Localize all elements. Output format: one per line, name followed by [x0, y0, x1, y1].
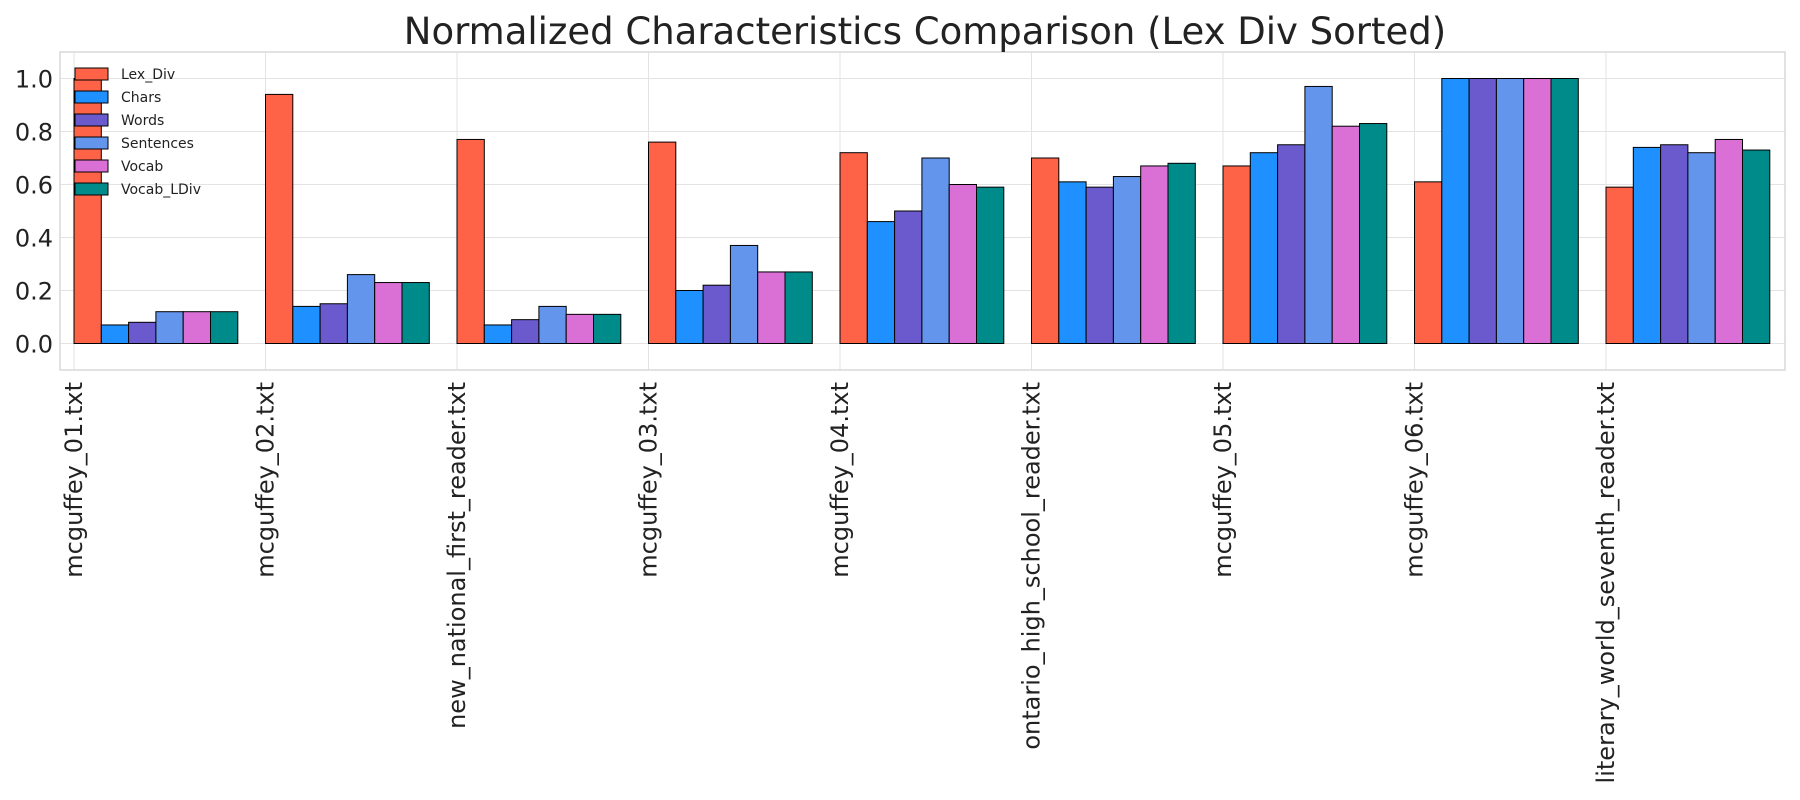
bar-vocab — [757, 271, 786, 345]
x-tick-label: mcguffey_04.txt — [826, 382, 854, 578]
bar-vocab-ldiv — [1550, 78, 1579, 344]
legend-label: Lex_Div — [121, 67, 175, 83]
bar-vocab — [948, 184, 978, 344]
bar-sentences — [538, 305, 567, 344]
bar-sentences — [921, 157, 950, 344]
bar-vocab-ldiv — [1359, 123, 1388, 344]
bar-sentences — [1687, 152, 1716, 344]
x-tick-label: mcguffey_06.txt — [1401, 382, 1429, 578]
bar-sentences — [155, 311, 184, 345]
y-tick-label: 0.2 — [15, 278, 53, 306]
y-tick-label: 0.4 — [15, 225, 53, 253]
bar-words — [319, 303, 348, 344]
bar-sentences — [1495, 78, 1525, 344]
bar-vocab — [374, 282, 403, 344]
x-axis-ticks: mcguffey_01.txt mcguffey_02.txt new_nation… — [60, 382, 1620, 783]
bar-chars — [292, 305, 321, 344]
bar-chars — [483, 324, 513, 345]
bar-words — [702, 284, 731, 345]
bar-vocab — [1523, 78, 1552, 344]
bar-vocab-ldiv — [1167, 162, 1196, 344]
bar-sentences — [346, 274, 376, 345]
bar-lex-div — [265, 93, 294, 345]
chart-title: Normalized Characteristics Comparison (L… — [404, 10, 1446, 53]
bar-words — [511, 319, 540, 344]
bar-chars — [1058, 181, 1087, 344]
bar-vocab — [1140, 165, 1169, 344]
bar-chars — [866, 221, 896, 345]
legend-swatch-chars — [74, 90, 109, 104]
plot-frame — [59, 51, 1786, 371]
bar-vocab — [565, 313, 595, 345]
bar-vocab-ldiv — [401, 282, 430, 344]
bar-vocab-ldiv — [1742, 149, 1771, 344]
legend-swatch-vocab — [74, 159, 109, 173]
y-tick-label: 1.0 — [15, 66, 53, 94]
x-tick-label: mcguffey_02.txt — [252, 382, 280, 578]
bar-vocab-ldiv — [784, 271, 813, 345]
legend-label: Vocab_LDiv — [121, 182, 201, 198]
bar-lex-div — [1414, 181, 1443, 344]
bar-vocab-ldiv — [210, 311, 239, 345]
bar-words — [128, 321, 157, 344]
legend-label: Sentences — [121, 136, 194, 152]
x-tick-label: ontario_high_school_reader.txt — [1018, 382, 1046, 750]
bar-words — [1660, 144, 1689, 344]
bar-chars — [1249, 152, 1279, 344]
bar-lex-div — [1031, 157, 1060, 344]
bar-vocab-ldiv — [593, 313, 622, 345]
bar-chars — [675, 290, 704, 344]
bar-vocab — [1714, 138, 1743, 344]
x-tick-label: mcguffey_03.txt — [635, 382, 663, 578]
bar-lex-div — [839, 152, 868, 344]
bar-lex-div — [456, 138, 485, 344]
bar-lex-div — [1605, 186, 1634, 344]
legend-swatch-words — [74, 113, 109, 127]
legend-swatch-lex-div — [74, 67, 109, 81]
bar-chars — [100, 324, 130, 345]
legend-label: Words — [121, 113, 164, 129]
legend-swatch-sentences — [74, 136, 109, 150]
y-axis-ticks: 0.0 0.2 0.4 0.6 0.8 1.0 — [15, 66, 53, 359]
bar-sentences — [1112, 176, 1142, 344]
bar-words — [1468, 78, 1497, 344]
bar-chars — [1441, 78, 1470, 344]
bar-layer — [73, 78, 1771, 345]
bar-sentences — [729, 244, 759, 344]
x-tick-label: literary_world_seventh_reader.txt — [1592, 382, 1620, 783]
bar-vocab — [182, 311, 211, 345]
bar-chars — [1632, 146, 1662, 344]
bar-lex-div — [1222, 165, 1251, 344]
y-tick-label: 0.8 — [15, 119, 53, 147]
x-tick-label: mcguffey_01.txt — [60, 382, 88, 578]
bar-sentences — [1304, 85, 1333, 344]
bar-lex-div — [648, 141, 677, 344]
legend-swatch-vocab-ldiv — [74, 182, 109, 196]
bar-words — [894, 210, 923, 344]
y-tick-label: 0.0 — [15, 331, 53, 359]
legend: Lex_Div Chars Words Sentences Vocab Vocab_LDi… — [74, 67, 201, 198]
bar-vocab — [1331, 125, 1360, 344]
bar-words — [1085, 186, 1114, 344]
legend-label: Chars — [121, 90, 161, 106]
x-tick-label: mcguffey_05.txt — [1209, 382, 1237, 578]
bar-words — [1277, 144, 1306, 344]
legend-label: Vocab — [121, 159, 163, 175]
x-tick-label: new_national_first_reader.txt — [443, 382, 471, 729]
bar-vocab-ldiv — [976, 186, 1005, 344]
y-tick-label: 0.6 — [15, 172, 53, 200]
